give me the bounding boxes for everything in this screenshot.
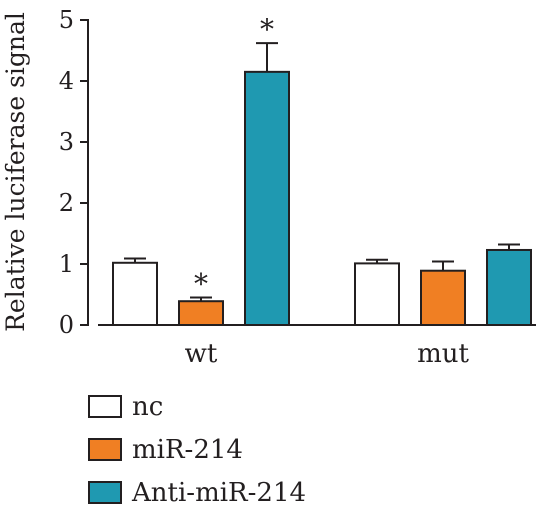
y-tick-label: 4 <box>59 67 74 95</box>
x-category-label: mut <box>417 339 469 369</box>
bar-anti-mir-214-mut <box>486 248 532 326</box>
bar-mir-214-mut <box>420 269 466 326</box>
y-tick-label: 3 <box>59 128 74 156</box>
y-tick-label: 2 <box>59 189 74 217</box>
significance-marker: * <box>260 13 274 46</box>
legend-swatch <box>88 481 122 504</box>
y-tick-label: 0 <box>59 311 74 339</box>
x-category-label: wt <box>185 339 218 369</box>
bar-nc-mut <box>354 262 400 327</box>
bar-mir-214-wt <box>178 300 224 326</box>
y-tick-label: 5 <box>59 6 74 34</box>
bar-nc-wt <box>112 261 158 326</box>
bar-anti-mir-214-wt <box>244 70 290 326</box>
legend-label: Anti-miR-214 <box>131 478 306 508</box>
y-axis-label: Relative luciferase signal <box>1 12 30 332</box>
significance-marker: * <box>194 268 208 301</box>
plot-area: 0 1 2 3 4 5 * * wt mut <box>59 6 536 369</box>
legend: nc miR-214 Anti-miR-214 <box>88 392 306 508</box>
legend-swatch <box>88 438 122 461</box>
legend-label: miR-214 <box>132 435 243 465</box>
legend-swatch <box>88 395 122 418</box>
legend-label: nc <box>132 392 163 422</box>
y-tick-label: 1 <box>59 250 74 278</box>
